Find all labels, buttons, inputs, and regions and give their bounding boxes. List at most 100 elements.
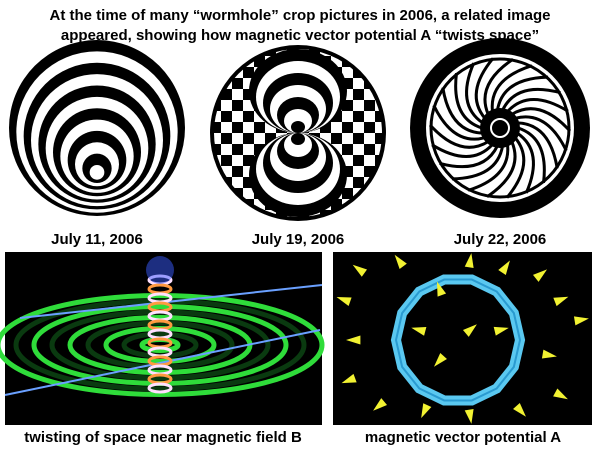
check [214, 111, 221, 122]
spiral-arm [511, 107, 572, 133]
spiral-arm [465, 62, 484, 125]
spiral-arm [454, 72, 483, 130]
field-arrow [352, 264, 368, 277]
check [375, 122, 382, 133]
check [221, 56, 232, 67]
check [214, 67, 221, 78]
check [232, 49, 243, 56]
spiral-arm [506, 98, 569, 113]
check [254, 133, 265, 144]
check [375, 144, 382, 155]
check [353, 122, 364, 133]
field-arrow [553, 296, 569, 307]
spiral-arm [439, 145, 499, 169]
spiral-arm [431, 143, 494, 158]
crop-picture-2 [210, 45, 386, 221]
ring [89, 165, 105, 180]
check [243, 210, 254, 217]
coil-turn [147, 382, 173, 394]
title-line: appeared, showing how magnetic vector po… [61, 27, 539, 44]
field-arrow [421, 403, 432, 419]
spiral-arm [514, 115, 568, 152]
caption: twisting of space near magnetic field B [24, 429, 302, 446]
field-arrow [573, 316, 589, 326]
spiral-arm [517, 126, 546, 184]
hub [480, 108, 520, 148]
current-ring-inner [394, 278, 522, 402]
check [353, 144, 364, 155]
check [221, 122, 232, 133]
check [364, 111, 375, 122]
spiral-arm [483, 57, 514, 115]
check [243, 166, 254, 177]
check [364, 155, 375, 166]
hub-ring [490, 118, 510, 138]
check [243, 188, 254, 199]
check [221, 144, 232, 155]
check [353, 78, 364, 89]
spiral-arm [517, 121, 559, 169]
check [353, 210, 364, 217]
field-arrow [394, 254, 407, 270]
caption: July 22, 2006 [454, 231, 547, 248]
field-arrow [436, 281, 447, 297]
check [342, 49, 353, 56]
check [375, 78, 382, 89]
field-line [4, 329, 321, 396]
check [353, 100, 364, 111]
field-arrow [373, 398, 388, 411]
check [232, 89, 243, 100]
check [232, 133, 243, 144]
field-arrow [346, 335, 361, 345]
spiral-arm [495, 75, 549, 111]
spiral-arm [486, 141, 517, 199]
check [342, 155, 353, 166]
check [364, 49, 375, 56]
field-image [0, 252, 325, 425]
spiral-arm [467, 144, 510, 192]
field-arrow [513, 402, 526, 417]
field-arrow [336, 296, 352, 307]
check [320, 133, 331, 144]
field-arrow [493, 326, 509, 336]
check [342, 177, 353, 188]
check [243, 144, 254, 155]
field-arrow [553, 388, 568, 400]
check [375, 188, 382, 199]
crop-picture-3 [410, 38, 590, 218]
check [254, 199, 265, 210]
check [364, 89, 375, 100]
potential-image [333, 252, 592, 425]
spiral-arm [490, 64, 533, 112]
check [364, 133, 375, 144]
check [375, 56, 382, 67]
check [221, 188, 232, 199]
check [364, 67, 375, 78]
lobe-ring [291, 121, 305, 133]
caption: July 19, 2006 [252, 231, 345, 248]
field-arrow [541, 349, 557, 359]
check [342, 111, 353, 122]
field-arrow [532, 269, 548, 282]
crop-picture-1 [9, 40, 185, 216]
field-arrow [341, 373, 357, 384]
check [232, 199, 243, 210]
spiral-arm [441, 87, 483, 135]
check [214, 133, 221, 144]
spiral-arm [501, 87, 561, 111]
spiral-arm [505, 136, 526, 199]
check [342, 133, 353, 144]
caption: magnetic vector potential A [365, 429, 561, 446]
spiral-arm [428, 123, 489, 149]
check [243, 122, 254, 133]
title-line: At the time of many “wormhole” crop pict… [50, 7, 551, 24]
check [353, 56, 364, 67]
check [243, 78, 254, 89]
check [364, 199, 375, 210]
check [232, 177, 243, 188]
check [331, 122, 342, 133]
field-arrow [433, 352, 447, 367]
caption: July 11, 2006 [51, 231, 143, 248]
check [232, 155, 243, 166]
